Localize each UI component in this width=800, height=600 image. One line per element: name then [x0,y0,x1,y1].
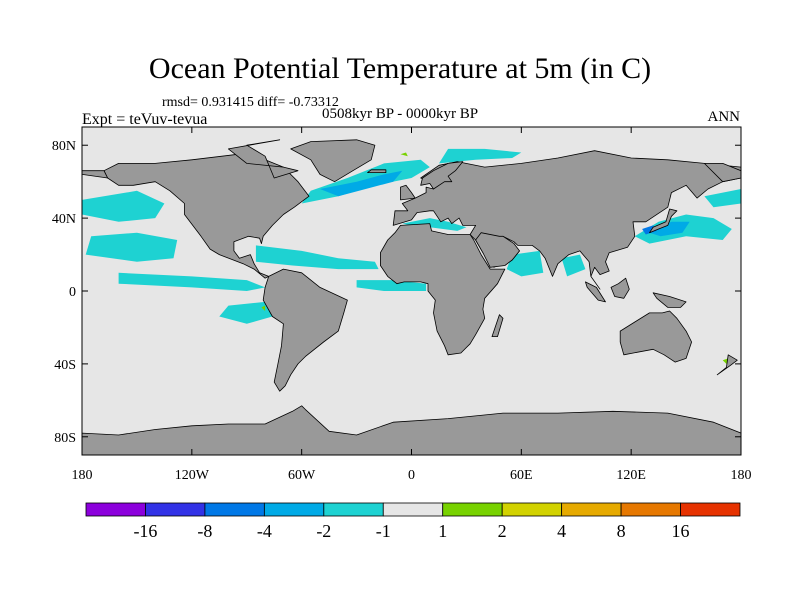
land-madagascar [491,314,504,338]
colorbar-label: 1 [438,521,447,541]
colorbar-swatch [680,502,741,517]
anomaly-mediterranean [402,218,467,231]
anomaly-ne-pacific [85,232,178,262]
colorbar-label: 2 [498,521,507,541]
anomaly-north-atlantic-blue [320,170,403,197]
land-borneo [610,277,630,299]
colorbar-swatch [501,502,563,517]
land-south-america [262,268,348,392]
land-iceland [367,169,387,174]
colorbar-swatch [263,502,325,517]
colorbar-label: 16 [672,521,690,541]
land-africa [379,223,506,356]
x-tick-label: 120E [616,468,646,483]
land-eurasia [392,150,741,290]
colorbar-label: 4 [557,521,566,541]
anomaly-kuroshio-core [649,221,690,237]
colorbar-label: -4 [257,521,272,541]
land-sumatra [585,281,606,303]
colorbar-label: -16 [133,521,157,541]
anomaly-nw-pacific [82,190,165,222]
colorbar: -16 -8 -4 -2 -1 1 2 4 8 16 [85,502,741,541]
anomaly-peru-green-spot [261,305,266,311]
x-tick-label: 60W [288,468,316,483]
anomaly-central-america-atlantic [255,245,379,270]
land-new-guinea [652,292,687,308]
land-arabia [475,232,520,268]
anomaly-bering-west [704,189,741,208]
stats-text: rmsd= 0.931415 diff= -0.73312 [162,95,339,110]
anomaly-tropical-atlantic-east [356,280,427,291]
anomaly-barents [439,148,522,164]
land-antarctica [82,405,741,455]
map-plot-area [82,127,741,455]
colorbar-swatch [442,502,503,517]
anomaly-arabian-sea [506,250,544,277]
land-alaska-west [82,170,108,179]
colorbar-swatch [85,502,146,517]
colorbar-swatch [204,502,265,517]
colorbar-label: -1 [376,521,391,541]
y-tick-label: 80S [54,431,76,446]
y-tick-label: 40N [52,212,76,227]
season-label: ANN [707,109,741,125]
anomaly-greenland-green-spot [400,152,408,157]
land-australia [619,310,692,363]
colorbar-swatch [561,502,622,517]
experiment-label: Expt = teVuv-tevua [82,111,208,128]
colorbar-swatch [145,502,206,517]
x-tick-label: 60E [510,468,533,483]
x-tick-label: 180 [72,468,93,483]
colorbar-label: -2 [316,521,331,541]
y-tick-label: 0 [69,285,76,300]
land-greenland [290,139,376,183]
anomaly-bay-of-bengal [561,254,586,277]
colorbar-label: -8 [197,521,212,541]
chart-title: Ocean Potential Temperature at 5m (in C) [148,52,652,85]
land-uk [400,184,416,201]
y-tick-label: 80N [52,139,76,154]
x-tick-label: 0 [408,468,415,483]
land-baffin-islands [227,139,299,179]
anomaly-south-pacific-east [219,301,273,324]
colorbar-label: 8 [617,521,626,541]
land-siberia-northeast [704,162,741,183]
land-scandinavia-baltic [420,161,464,190]
x-tick-label: 180 [731,468,752,483]
anomaly-tropical-pacific-east [118,272,266,291]
y-tick-label: 40S [54,358,76,373]
colorbar-swatch [323,502,384,517]
land-new-zealand [716,354,738,376]
period-label: 0508kyr BP - 0000kyr BP [322,106,479,122]
x-tick-label: 120W [175,468,210,483]
map-axes: 180 120W 60W 0 60E 120E 180 80N 40N 0 40S 80S [52,127,752,483]
colorbar-swatch [620,502,681,517]
colorbar-swatch [382,502,444,517]
land-japan [649,208,678,234]
